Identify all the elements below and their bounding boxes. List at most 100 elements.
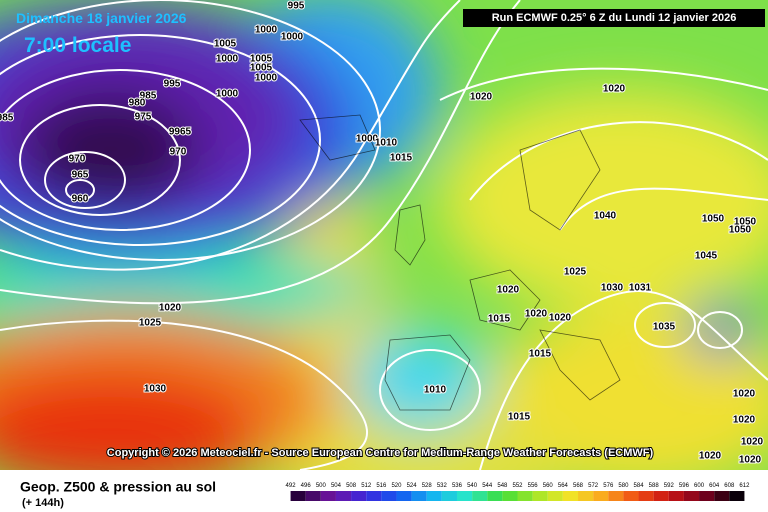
level-label: 540	[467, 483, 478, 489]
isobar-label: 965	[72, 170, 89, 181]
level-label: 608	[724, 483, 735, 489]
level-label: 604	[709, 483, 720, 489]
color-swatch	[547, 491, 563, 501]
isobar-label: 1020	[739, 455, 762, 466]
isobar-label: 1020	[603, 84, 626, 95]
isobar-label: 995	[164, 79, 181, 90]
level-label: 500	[316, 483, 327, 489]
level-label: 496	[301, 483, 312, 489]
level-label: 492	[286, 483, 297, 489]
isobar-label: 960	[72, 194, 89, 205]
color-swatch	[305, 491, 321, 501]
color-swatch	[638, 491, 654, 501]
color-swatch	[472, 491, 488, 501]
color-swatch	[653, 491, 669, 501]
color-swatch	[668, 491, 684, 501]
isobar-label: 970	[69, 154, 86, 165]
color-swatch	[714, 491, 730, 501]
isobar-label: 975	[135, 112, 152, 123]
level-label: 580	[618, 483, 629, 489]
level-label: 552	[512, 483, 523, 489]
isobar-label: 985	[0, 113, 14, 124]
level-label: 532	[437, 483, 448, 489]
color-swatch	[351, 491, 367, 501]
isobar-label: 1025	[564, 267, 587, 278]
level-label: 512	[361, 483, 372, 489]
local-time: 7:00 locale	[24, 34, 131, 57]
isobar-label: 1005	[250, 54, 273, 65]
level-label: 596	[679, 483, 690, 489]
color-swatch	[366, 491, 382, 501]
isobar-label: 1020	[741, 437, 764, 448]
isobar-label: 1000	[216, 54, 239, 65]
isobar-label: 985	[140, 91, 157, 102]
isobar-label: 1045	[695, 251, 718, 262]
color-swatch	[441, 491, 457, 501]
color-swatch	[290, 491, 306, 501]
isobar-label: 970	[170, 147, 187, 158]
color-swatch	[532, 491, 548, 501]
isobar-label: 1040	[594, 211, 617, 222]
level-label: 612	[739, 483, 750, 489]
level-label: 528	[422, 483, 433, 489]
isobar-label: 1010	[375, 138, 398, 149]
level-label: 564	[558, 483, 569, 489]
level-label: 548	[497, 483, 508, 489]
isobar-label: 1015	[508, 412, 531, 423]
level-label: 516	[376, 483, 387, 489]
color-swatch	[608, 491, 624, 501]
colorbar: 492 496 500 504 508 512 516 520 524 528 532 536 540 5…	[286, 483, 750, 501]
run-info: Run ECMWF 0.25° 6 Z du Lundi 12 janvier …	[492, 12, 737, 24]
run-banner	[463, 9, 765, 27]
level-label: 588	[649, 483, 660, 489]
level-label: 592	[664, 483, 675, 489]
level-label: 524	[407, 483, 418, 489]
isobar-label: 1000	[216, 89, 239, 100]
isobar-label: 1020	[549, 313, 572, 324]
isobar-label: 1015	[529, 349, 552, 360]
level-label: 544	[482, 483, 493, 489]
lead-time: (+ 144h)	[22, 497, 64, 509]
color-swatch	[729, 491, 745, 501]
color-swatch	[502, 491, 518, 501]
isobar-label: 980	[129, 98, 146, 109]
forecast-date: Dimanche 18 janvier 2026	[16, 10, 187, 26]
isobar-label: 1000	[255, 73, 278, 84]
level-label: 520	[391, 483, 402, 489]
product-title: Geop. Z500 & pression au sol	[20, 479, 216, 495]
color-swatch	[699, 491, 715, 501]
isobar-label: 9965	[169, 127, 192, 138]
isobar-label: 1035	[653, 322, 676, 333]
isobar-label: 1020	[159, 303, 182, 314]
isobar-label: 1020	[470, 92, 493, 103]
color-swatch	[593, 491, 609, 501]
isobar-label: 1005	[214, 39, 237, 50]
color-swatch	[487, 491, 503, 501]
isobar-label: 1030	[144, 384, 167, 395]
level-label: 572	[588, 483, 599, 489]
isobar-label: 1050	[729, 225, 752, 236]
isobar-label: 995	[288, 1, 305, 12]
isobar-label: 1030	[601, 283, 624, 294]
isobar-label: 1020	[497, 285, 520, 296]
color-swatch	[426, 491, 442, 501]
color-swatch	[517, 491, 533, 501]
isobar-label: 1020	[525, 309, 548, 320]
level-label: 576	[603, 483, 614, 489]
color-swatch	[396, 491, 412, 501]
color-swatch	[623, 491, 639, 501]
level-label: 556	[528, 483, 539, 489]
isobar-label: 1000	[255, 25, 278, 36]
copyright: Copyright © 2026 Meteociel.fr - Source E…	[107, 447, 654, 459]
isobar-label: 1015	[488, 314, 511, 325]
isobar-label: 1005	[250, 63, 273, 74]
color-swatch	[578, 491, 594, 501]
color-swatch	[456, 491, 473, 501]
isobar-label: 1050	[702, 214, 725, 225]
color-swatch	[335, 491, 352, 501]
isobar-label: 1010	[424, 385, 447, 396]
level-label: 584	[634, 483, 645, 489]
